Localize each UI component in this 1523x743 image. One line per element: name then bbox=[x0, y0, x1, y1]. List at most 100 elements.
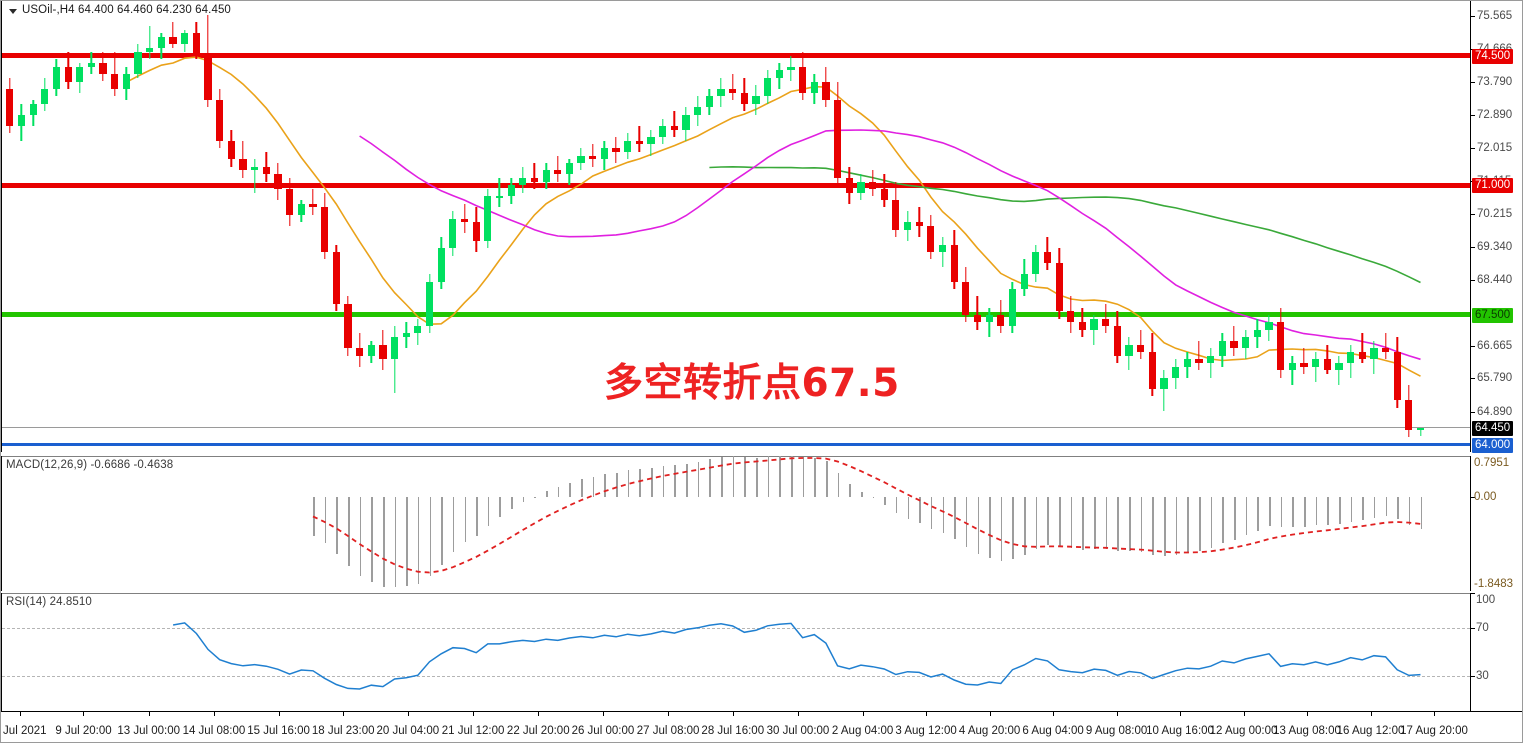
macd-plot-area[interactable] bbox=[1, 456, 1470, 591]
candlestick bbox=[402, 0, 410, 452]
candlestick bbox=[857, 0, 865, 452]
candle-body bbox=[227, 140, 235, 160]
macd-axis[interactable]: 0.7951 0.00 -1.8483 bbox=[1470, 456, 1523, 591]
candlestick bbox=[1370, 0, 1378, 452]
rsi-panel[interactable]: RSI(14) 24.8510 100 70 30 bbox=[0, 593, 1523, 711]
candle-body bbox=[950, 244, 958, 282]
candle-body bbox=[612, 148, 620, 152]
candle-body bbox=[1218, 340, 1226, 356]
time-axis-label: 4 Aug 20:00 bbox=[958, 725, 1021, 737]
candlestick bbox=[52, 0, 61, 452]
candlestick bbox=[554, 0, 562, 452]
rsi-line bbox=[172, 622, 1421, 690]
time-axis-label: 8 Jul 2021 bbox=[0, 725, 47, 737]
candle-body bbox=[216, 100, 224, 141]
time-axis-label: 12 Aug 00:00 bbox=[1209, 725, 1278, 737]
candle-body bbox=[1358, 351, 1366, 360]
price-chart-panel[interactable]: USOil-,H4 64.400 64.460 64.230 64.450 多空… bbox=[0, 0, 1523, 453]
candle-body bbox=[857, 181, 865, 193]
macd-histogram-bar bbox=[814, 457, 816, 497]
candle-wick bbox=[533, 163, 536, 189]
candle-body bbox=[262, 166, 270, 175]
candlestick bbox=[1230, 0, 1238, 452]
rsi-axis-label: 30 bbox=[1476, 669, 1489, 682]
macd-histogram-bar bbox=[1012, 496, 1015, 560]
candle-body bbox=[705, 96, 713, 108]
resistance-74-5[interactable] bbox=[2, 53, 1470, 59]
macd-histogram-bar bbox=[371, 496, 373, 582]
chevron-down-icon[interactable] bbox=[9, 9, 17, 14]
candle-body bbox=[717, 88, 725, 97]
macd-histogram-bar bbox=[1373, 496, 1376, 518]
time-axis-tick bbox=[343, 712, 345, 716]
candlestick bbox=[134, 0, 142, 452]
candlestick bbox=[1323, 0, 1331, 452]
macd-histogram-bar bbox=[989, 496, 991, 558]
time-axis-tick bbox=[473, 712, 475, 716]
time-axis-label: 10 Aug 16:00 bbox=[1146, 725, 1214, 737]
candle-body bbox=[239, 159, 247, 171]
price-axis-badge: 64.450 bbox=[1472, 420, 1514, 436]
candlestick bbox=[1113, 0, 1121, 452]
macd-histogram-bar bbox=[1164, 496, 1166, 557]
rsi-axis-tick bbox=[1471, 675, 1475, 677]
price-axis[interactable]: 75.56574.66674.50073.79072.89072.01571.1… bbox=[1470, 0, 1523, 453]
ma-orange bbox=[126, 56, 1421, 377]
macd-histogram-bar bbox=[1105, 496, 1108, 549]
macd-histogram-bar bbox=[324, 496, 327, 544]
candlestick bbox=[822, 0, 830, 452]
macd-histogram-bar bbox=[872, 496, 875, 499]
macd-histogram-bar bbox=[1222, 496, 1224, 543]
macd-histogram-bar bbox=[790, 456, 793, 497]
rsi-reference-line-70 bbox=[2, 628, 1470, 630]
candle-wick bbox=[1198, 340, 1200, 371]
candle-body bbox=[635, 140, 643, 145]
macd-histogram-bar bbox=[1152, 496, 1154, 556]
macd-histogram-bar bbox=[511, 496, 513, 510]
macd-histogram-bar bbox=[686, 463, 688, 497]
candle-body bbox=[1230, 340, 1238, 349]
candle-body bbox=[414, 326, 422, 334]
price-plot-area[interactable] bbox=[1, 0, 1470, 452]
candle-wick bbox=[498, 177, 501, 208]
candlestick bbox=[367, 0, 375, 452]
candlestick bbox=[810, 0, 818, 452]
level-64[interactable] bbox=[2, 443, 1470, 447]
pivot-67-5[interactable] bbox=[2, 312, 1470, 318]
candle-body bbox=[286, 188, 294, 215]
price-axis-tick bbox=[1471, 345, 1475, 347]
candlestick bbox=[927, 0, 935, 452]
current-price[interactable] bbox=[2, 427, 1470, 429]
price-axis-label: 66.665 bbox=[1477, 339, 1513, 352]
time-axis-tick bbox=[1053, 712, 1055, 716]
candlestick bbox=[99, 0, 107, 452]
candlestick bbox=[1311, 0, 1320, 452]
candle-body bbox=[1207, 355, 1215, 364]
candlestick bbox=[1207, 0, 1215, 452]
candle-body bbox=[169, 37, 177, 45]
candle-body bbox=[868, 181, 877, 189]
macd-histogram-bar bbox=[1315, 496, 1318, 526]
time-axis-tick bbox=[407, 712, 409, 716]
candle-body bbox=[1032, 251, 1040, 275]
rsi-plot-area[interactable] bbox=[1, 593, 1470, 711]
candlestick bbox=[1218, 0, 1226, 452]
time-axis-label: 17 Aug 20:00 bbox=[1400, 725, 1468, 737]
candle-body bbox=[157, 37, 165, 49]
candlestick bbox=[1277, 0, 1285, 452]
price-axis-badge: 74.500 bbox=[1472, 48, 1514, 64]
candle-wick bbox=[976, 296, 979, 330]
rsi-axis[interactable]: 100 70 30 bbox=[1470, 593, 1523, 711]
candle-body bbox=[99, 62, 107, 75]
candlestick bbox=[717, 0, 725, 452]
candlestick bbox=[1102, 0, 1110, 452]
candlestick bbox=[659, 0, 667, 452]
macd-panel[interactable]: MACD(12,26,9) -0.6686 -0.4638 0.7951 0.00… bbox=[0, 456, 1523, 591]
price-axis-badge: 71.000 bbox=[1472, 178, 1514, 194]
resistance-71[interactable] bbox=[2, 182, 1470, 188]
candle-body bbox=[1183, 359, 1191, 367]
candlestick bbox=[1055, 0, 1063, 452]
candlestick bbox=[1125, 0, 1133, 452]
candle-wick bbox=[253, 159, 256, 193]
